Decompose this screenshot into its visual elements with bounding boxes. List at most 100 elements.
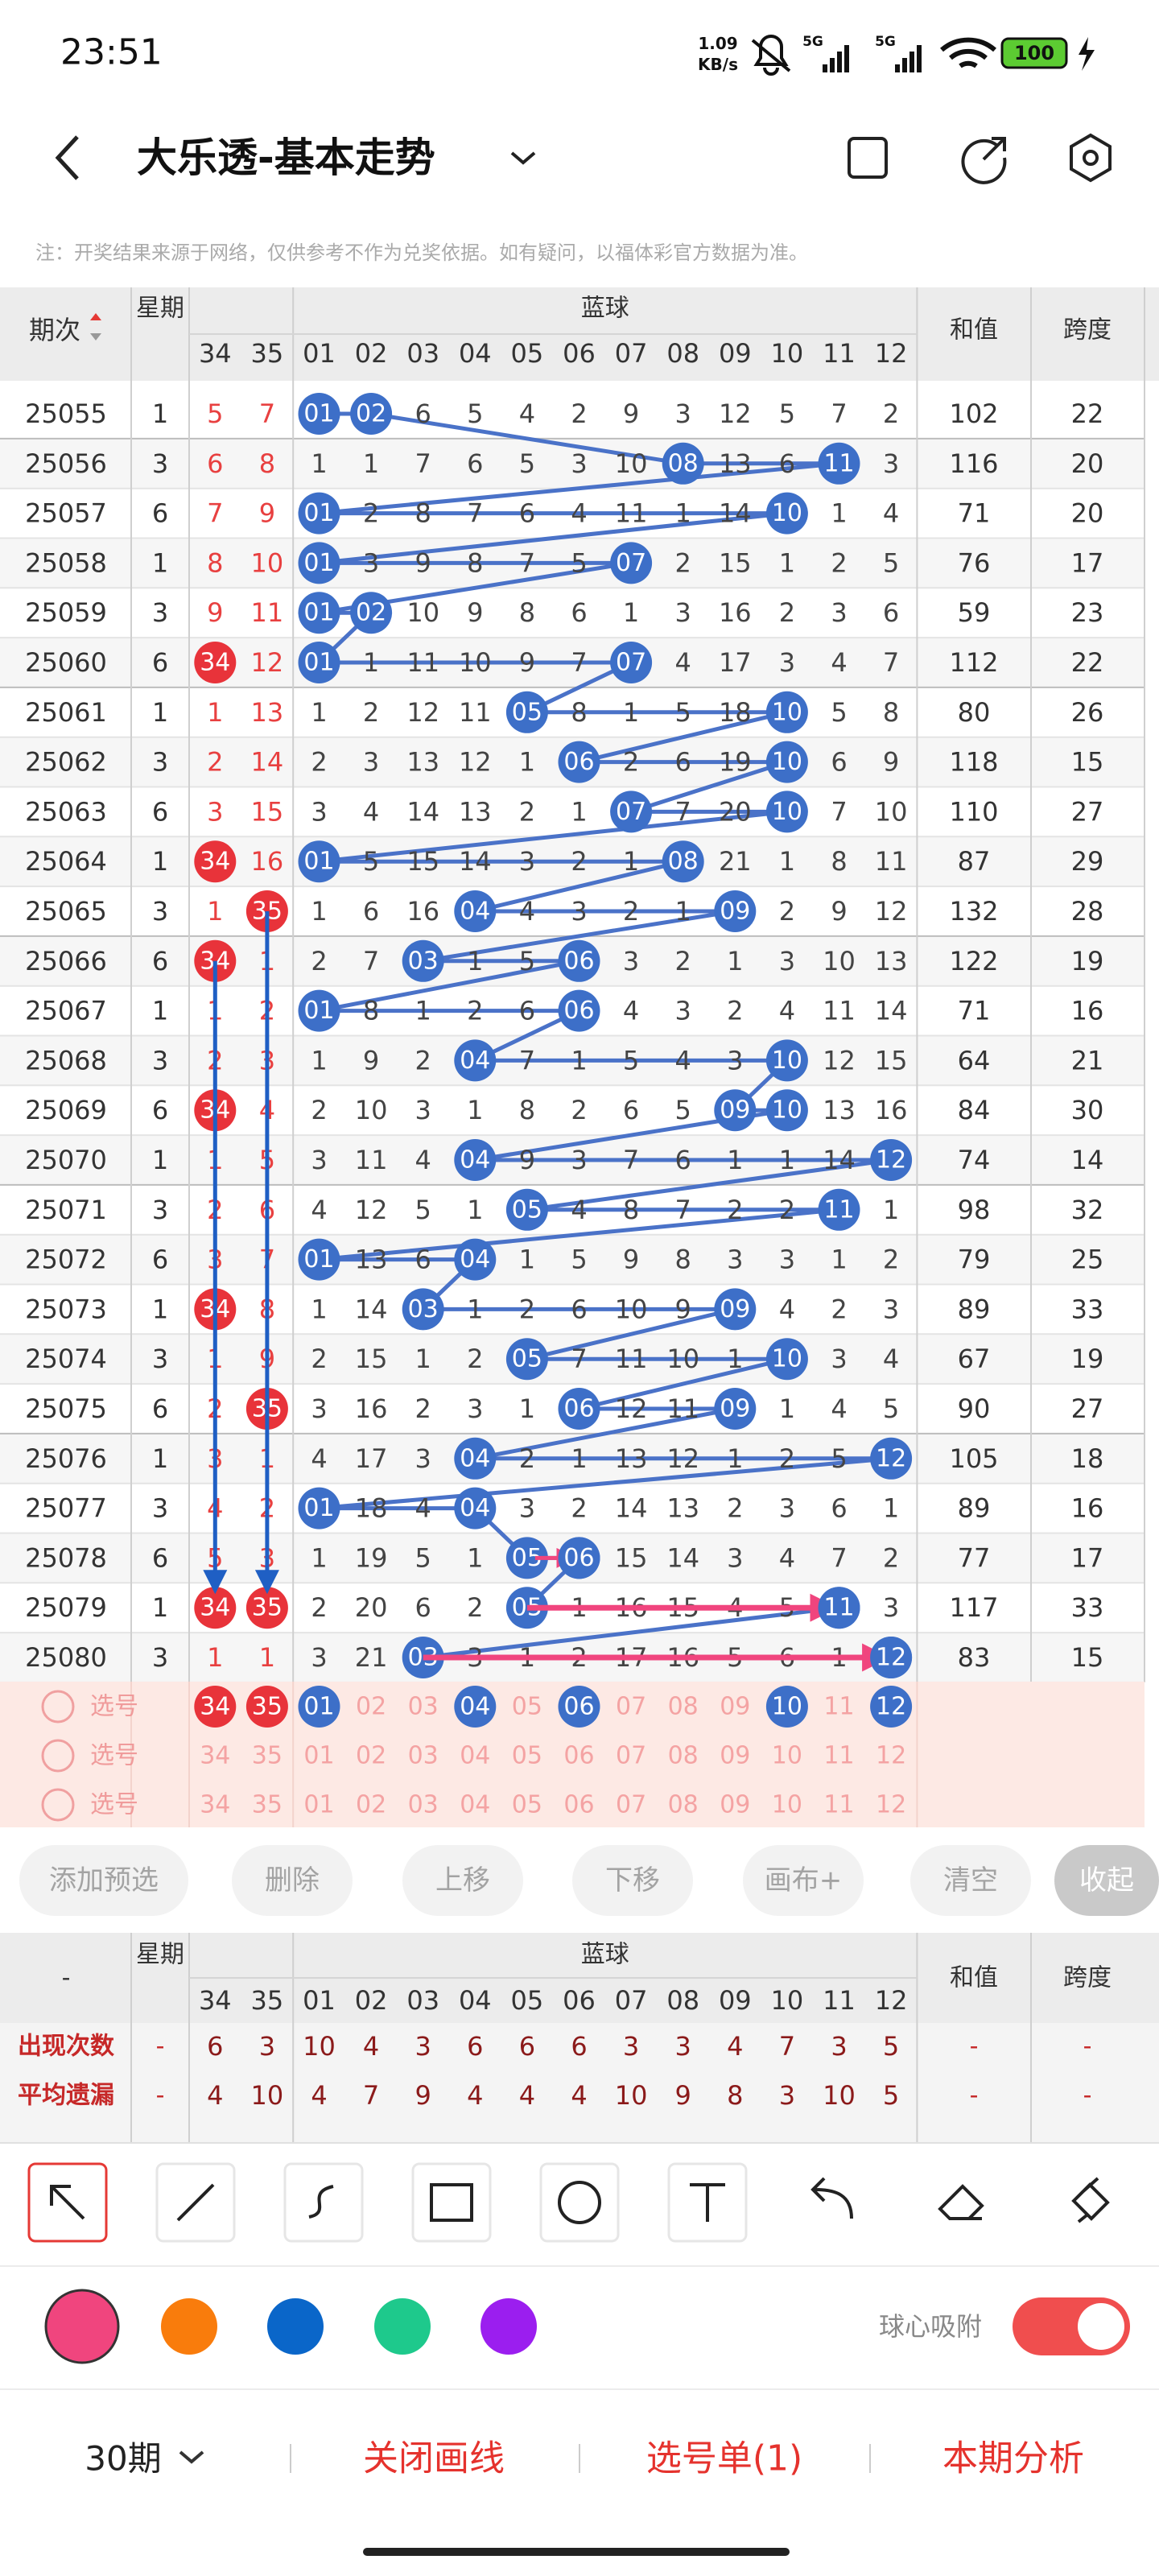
rect-tool[interactable] (430, 2183, 473, 2222)
pick-label[interactable]: 选号 (90, 1742, 138, 1770)
back-button[interactable] (55, 135, 79, 180)
settings-button[interactable] (1070, 133, 1112, 183)
stats-value: 4 (363, 2031, 379, 2062)
omission: 12 (666, 1443, 699, 1474)
omission: 4 (519, 896, 535, 927)
omission: 3 (779, 647, 795, 678)
color-swatch[interactable] (481, 2298, 537, 2355)
omission: 7 (675, 1195, 691, 1225)
pick-number: 05 (512, 1693, 542, 1721)
omission: 9 (415, 547, 431, 578)
analysis-button[interactable]: 本期分析 (942, 2438, 1084, 2479)
span-value: 19 (1071, 1344, 1104, 1374)
blue-ball (505, 1537, 548, 1579)
color-swatch[interactable] (161, 2298, 217, 2355)
action-label[interactable]: 添加预选 (49, 1864, 159, 1897)
pick-number: 07 (616, 1791, 646, 1819)
stats-value: 6 (519, 2031, 535, 2062)
omission: 1 (467, 1195, 483, 1225)
arrow-tool[interactable] (50, 2185, 85, 2220)
omission: 13 (355, 1245, 388, 1275)
toggle-knob[interactable] (1078, 2303, 1124, 2350)
ball-number: 05 (512, 698, 542, 726)
color-swatch[interactable] (267, 2298, 324, 2355)
column-number: 04 (459, 1985, 492, 2016)
omission: 17 (355, 1443, 388, 1474)
tool-button (283, 2162, 364, 2243)
omission: 9 (519, 1145, 535, 1175)
clear-tool[interactable] (1071, 2177, 1110, 2223)
stats-value: - (1083, 2033, 1092, 2061)
color-swatch[interactable] (374, 2298, 431, 2355)
snap-label: 球心吸附 (879, 2311, 982, 2342)
blue-ball (558, 989, 600, 1032)
title-dropdown[interactable] (510, 151, 536, 165)
omission: 6 (519, 498, 535, 529)
ball-number: 04 (460, 1444, 490, 1472)
signal-bar (830, 58, 835, 72)
omission: 7 (571, 647, 587, 678)
action-label[interactable]: 下移 (605, 1864, 660, 1897)
pick-radio[interactable] (41, 1690, 75, 1724)
action-label[interactable]: 画布+ (765, 1864, 843, 1897)
omission: 5 (675, 1095, 691, 1125)
omission: 13 (719, 448, 752, 479)
pick-label[interactable]: 选号 (90, 1693, 138, 1721)
omission: 7 (831, 1542, 847, 1573)
pick-radio[interactable] (41, 1739, 75, 1773)
blue-ball (298, 1686, 340, 1728)
pick-label[interactable]: 选号 (90, 1791, 138, 1819)
omission: 2 (883, 1245, 899, 1275)
sum-value: 79 (958, 1245, 991, 1275)
sum-value: 110 (949, 796, 998, 827)
blue-ball (610, 542, 653, 584)
omission: 6 (415, 398, 431, 429)
omission: 2 (415, 1393, 431, 1424)
device-button (848, 137, 888, 179)
color-swatch[interactable] (44, 2289, 120, 2364)
blue-ball (610, 791, 653, 833)
share-button[interactable] (961, 137, 1007, 184)
action-label[interactable]: 删除 (265, 1864, 320, 1897)
omission: 3 (675, 398, 691, 429)
pick-radio[interactable] (41, 1788, 75, 1822)
weekday: 1 (152, 846, 168, 877)
circle-tool[interactable] (558, 2181, 601, 2224)
omission: 1 (883, 1493, 899, 1524)
line-tool[interactable] (176, 2183, 215, 2222)
period-select[interactable]: 30期 (85, 2439, 161, 2479)
omission: 19 (719, 747, 752, 778)
omission: 10 (406, 597, 439, 628)
span-value: 29 (1071, 846, 1104, 877)
weekday: 6 (152, 1245, 168, 1275)
stats-value: 10 (823, 2080, 856, 2111)
undo-tool[interactable] (810, 2177, 853, 2219)
pick-list-button[interactable]: 选号单(1) (646, 2438, 802, 2479)
eraser-tool[interactable] (938, 2184, 984, 2220)
period: 25075 (25, 1393, 107, 1424)
ball-number: 08 (668, 449, 699, 477)
omission: 4 (779, 996, 795, 1026)
action-label[interactable]: 清空 (943, 1864, 998, 1897)
curve-tool[interactable] (308, 2185, 334, 2219)
ball-number: 03 (408, 1295, 439, 1323)
action-label[interactable]: 收起 (1079, 1864, 1134, 1897)
weekday: 1 (152, 398, 168, 429)
omission: 7 (259, 398, 275, 429)
ball-number: 01 (303, 549, 334, 577)
sum-value: 87 (958, 846, 991, 877)
omission: 1 (467, 1294, 483, 1324)
pick-number: 04 (460, 1742, 490, 1770)
omission: 8 (519, 1095, 535, 1125)
omission: 1 (623, 597, 639, 628)
omission: 7 (623, 1145, 639, 1175)
column-number: 11 (823, 1985, 856, 2016)
text-tool[interactable] (690, 2183, 725, 2222)
omission: 4 (311, 1195, 327, 1225)
action-label[interactable]: 上移 (435, 1864, 490, 1897)
omission: 14 (355, 1294, 388, 1324)
omission: 1 (363, 647, 379, 678)
close-lines-button[interactable]: 关闭画线 (363, 2438, 505, 2479)
omission: 1 (779, 846, 795, 877)
span-value: 18 (1071, 1443, 1104, 1474)
